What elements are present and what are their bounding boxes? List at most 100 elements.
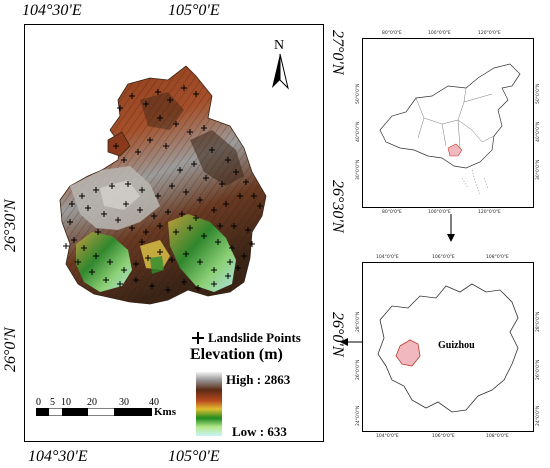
main-right-lat-label-3: 26°0'N xyxy=(329,312,346,357)
landslide-point xyxy=(121,157,127,163)
landslide-point xyxy=(67,219,73,225)
landslide-point xyxy=(95,229,101,235)
landslide-point xyxy=(241,253,247,259)
north-arrow-icon xyxy=(272,53,289,90)
china-top-tick-3: 120°0'0"E xyxy=(478,31,501,36)
landslide-point xyxy=(75,259,81,265)
landslide-point xyxy=(165,209,171,215)
landslide-point xyxy=(81,245,87,251)
landslide-point xyxy=(231,223,237,229)
left-arrow-icon xyxy=(340,338,362,346)
main-right-lat-label-1: 27°0'N xyxy=(329,30,346,75)
landslide-point xyxy=(193,91,199,97)
landslide-point xyxy=(163,143,169,149)
landslide-point xyxy=(197,259,203,265)
landslide-point xyxy=(151,213,157,219)
main-top-lon-label-2: 105°0'E xyxy=(168,2,220,19)
landslide-point xyxy=(133,261,139,267)
landslide-point xyxy=(93,253,99,259)
landslide-point xyxy=(157,115,163,121)
landslide-point xyxy=(181,85,187,91)
china-map xyxy=(379,63,521,195)
guizhou-right-tick-3: 24°0'0"N xyxy=(536,405,541,426)
landslide-point xyxy=(249,241,255,247)
main-bottom-lon-label-2: 105°0'E xyxy=(168,448,220,465)
china-bottom-tick-3: 120°0'0"E xyxy=(478,210,501,215)
landslide-point xyxy=(167,97,173,103)
landslide-point xyxy=(165,287,171,293)
down-arrow-icon xyxy=(447,214,455,242)
landslide-point xyxy=(125,181,131,187)
landslide-point xyxy=(179,211,185,217)
landslide-point xyxy=(183,251,189,257)
landslide-point xyxy=(117,105,123,111)
county-location-highlight xyxy=(395,339,421,367)
landslide-point xyxy=(137,207,143,213)
china-left-tick-3: 30°0'0"N xyxy=(356,159,361,180)
scale-tick-5: 5 xyxy=(50,397,55,408)
landslide-point xyxy=(139,239,145,245)
landslide-point xyxy=(187,225,193,231)
landslide-point xyxy=(101,211,107,217)
landslide-point xyxy=(173,229,179,235)
landslide-point xyxy=(227,259,233,265)
china-left-tick-2: 40°0'0"N xyxy=(356,121,361,142)
china-bottom-tick-2: 100°0'0"E xyxy=(428,210,451,215)
guizhou-map xyxy=(377,283,519,413)
landslide-point xyxy=(201,233,207,239)
landslide-point xyxy=(69,201,75,207)
landslide-point xyxy=(177,167,183,173)
guizhou-outline xyxy=(377,283,519,413)
landslide-point xyxy=(229,245,235,251)
landslide-point xyxy=(115,217,121,223)
china-right-tick-3: 30°0'0"N xyxy=(536,159,541,180)
guizhou-bottom-tick-2: 106°0'0"E xyxy=(432,434,455,439)
landslide-point xyxy=(203,175,209,181)
guizhou-left-tick-3: 24°0'0"N xyxy=(356,405,361,426)
landslide-point xyxy=(103,277,109,283)
guizhou-bottom-tick-3: 108°0'0"E xyxy=(486,434,509,439)
elevation-high-label: High : 2863 xyxy=(226,372,291,387)
landslide-point xyxy=(149,283,155,289)
landslide-point xyxy=(173,121,179,127)
landslide-point xyxy=(121,267,127,273)
landslide-point xyxy=(109,183,115,189)
landslide-legend-label: Landslide Points xyxy=(208,330,301,345)
landslide-point xyxy=(187,129,193,135)
china-top-tick-1: 80°0'0"E xyxy=(382,31,402,36)
landslide-point xyxy=(197,197,203,203)
landslide-point xyxy=(143,229,149,235)
landslide-point xyxy=(123,201,129,207)
landslide-point xyxy=(155,89,161,95)
landslide-point xyxy=(195,285,201,291)
landslide-point xyxy=(133,277,139,283)
landslide-point xyxy=(169,183,175,189)
landslide-point xyxy=(193,215,199,221)
landslide-point xyxy=(235,265,241,271)
landslide-point xyxy=(217,223,223,229)
guizhou-right-tick-2: 26°0'0"N xyxy=(536,359,541,380)
landslide-point xyxy=(237,193,243,199)
landslide-point xyxy=(211,207,217,213)
landslide-point xyxy=(157,249,163,255)
landslide-point xyxy=(169,257,175,263)
scale-tick-10: 10 xyxy=(61,397,71,408)
landslide-point xyxy=(107,259,113,265)
landslide-point xyxy=(157,223,163,229)
landslide-point xyxy=(129,225,135,231)
main-map-frame xyxy=(24,24,324,442)
china-outline xyxy=(379,63,521,169)
china-top-tick-2: 100°0'0"E xyxy=(428,31,451,36)
guizhou-top-tick-3: 108°0'0"E xyxy=(486,255,509,260)
landslide-point xyxy=(225,273,231,279)
china-left-tick-1: 50°0'0"N xyxy=(356,83,361,104)
elevation-map xyxy=(59,53,289,305)
landslide-point xyxy=(243,179,249,185)
scale-bar xyxy=(36,408,152,416)
landslide-point xyxy=(71,237,77,243)
landslide-point xyxy=(117,281,123,287)
north-label: N xyxy=(274,38,285,53)
scale-tick-0: 0 xyxy=(36,397,41,408)
guizhou-left-tick-2: 26°0'0"N xyxy=(356,359,361,380)
landslide-point xyxy=(129,93,135,99)
